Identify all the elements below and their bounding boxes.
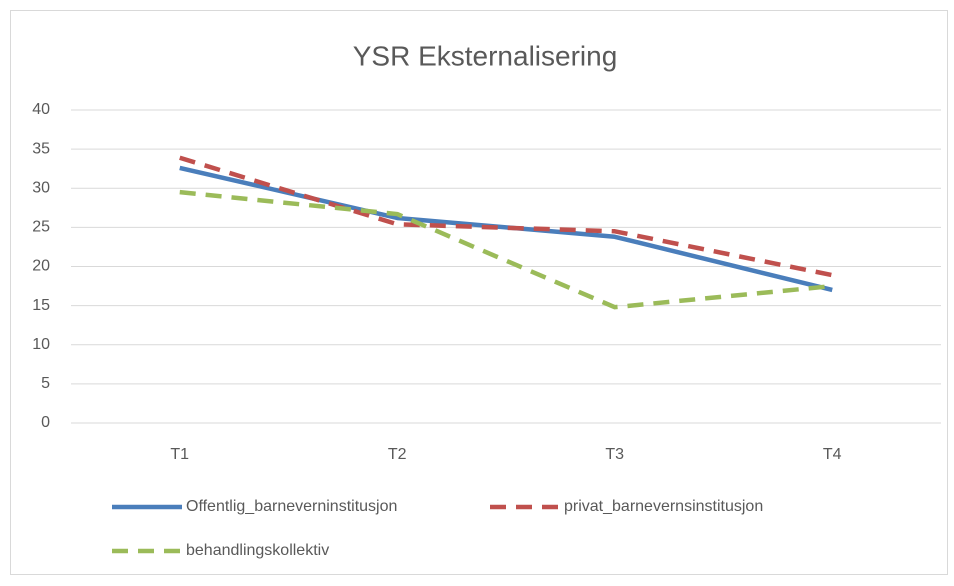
- y-tick-label: 30: [32, 179, 50, 196]
- legend-label: behandlingskollektiv: [186, 542, 329, 559]
- x-tick-label: T2: [388, 446, 407, 463]
- y-tick-label: 25: [32, 219, 50, 236]
- y-tick-label: 10: [32, 336, 50, 353]
- legend-label: Offentlig_barneverninstitusjon: [186, 498, 397, 515]
- x-tick-label: T3: [605, 446, 624, 463]
- y-tick-label: 20: [32, 258, 50, 275]
- chart-border: [10, 10, 948, 575]
- series-line: [179, 189, 833, 310]
- y-tick-label: 5: [41, 375, 50, 392]
- chart-title: YSR Eksternalisering: [353, 40, 618, 71]
- series-line: [179, 155, 833, 278]
- y-tick-label: 35: [32, 140, 50, 157]
- legend-label: privat_barnevernsinstitusjon: [564, 498, 763, 515]
- y-tick-label: 40: [32, 101, 50, 118]
- x-tick-label: T4: [823, 446, 842, 463]
- y-tick-label: 15: [32, 297, 50, 314]
- y-tick-label: 0: [41, 414, 50, 431]
- x-tick-label: T1: [170, 446, 189, 463]
